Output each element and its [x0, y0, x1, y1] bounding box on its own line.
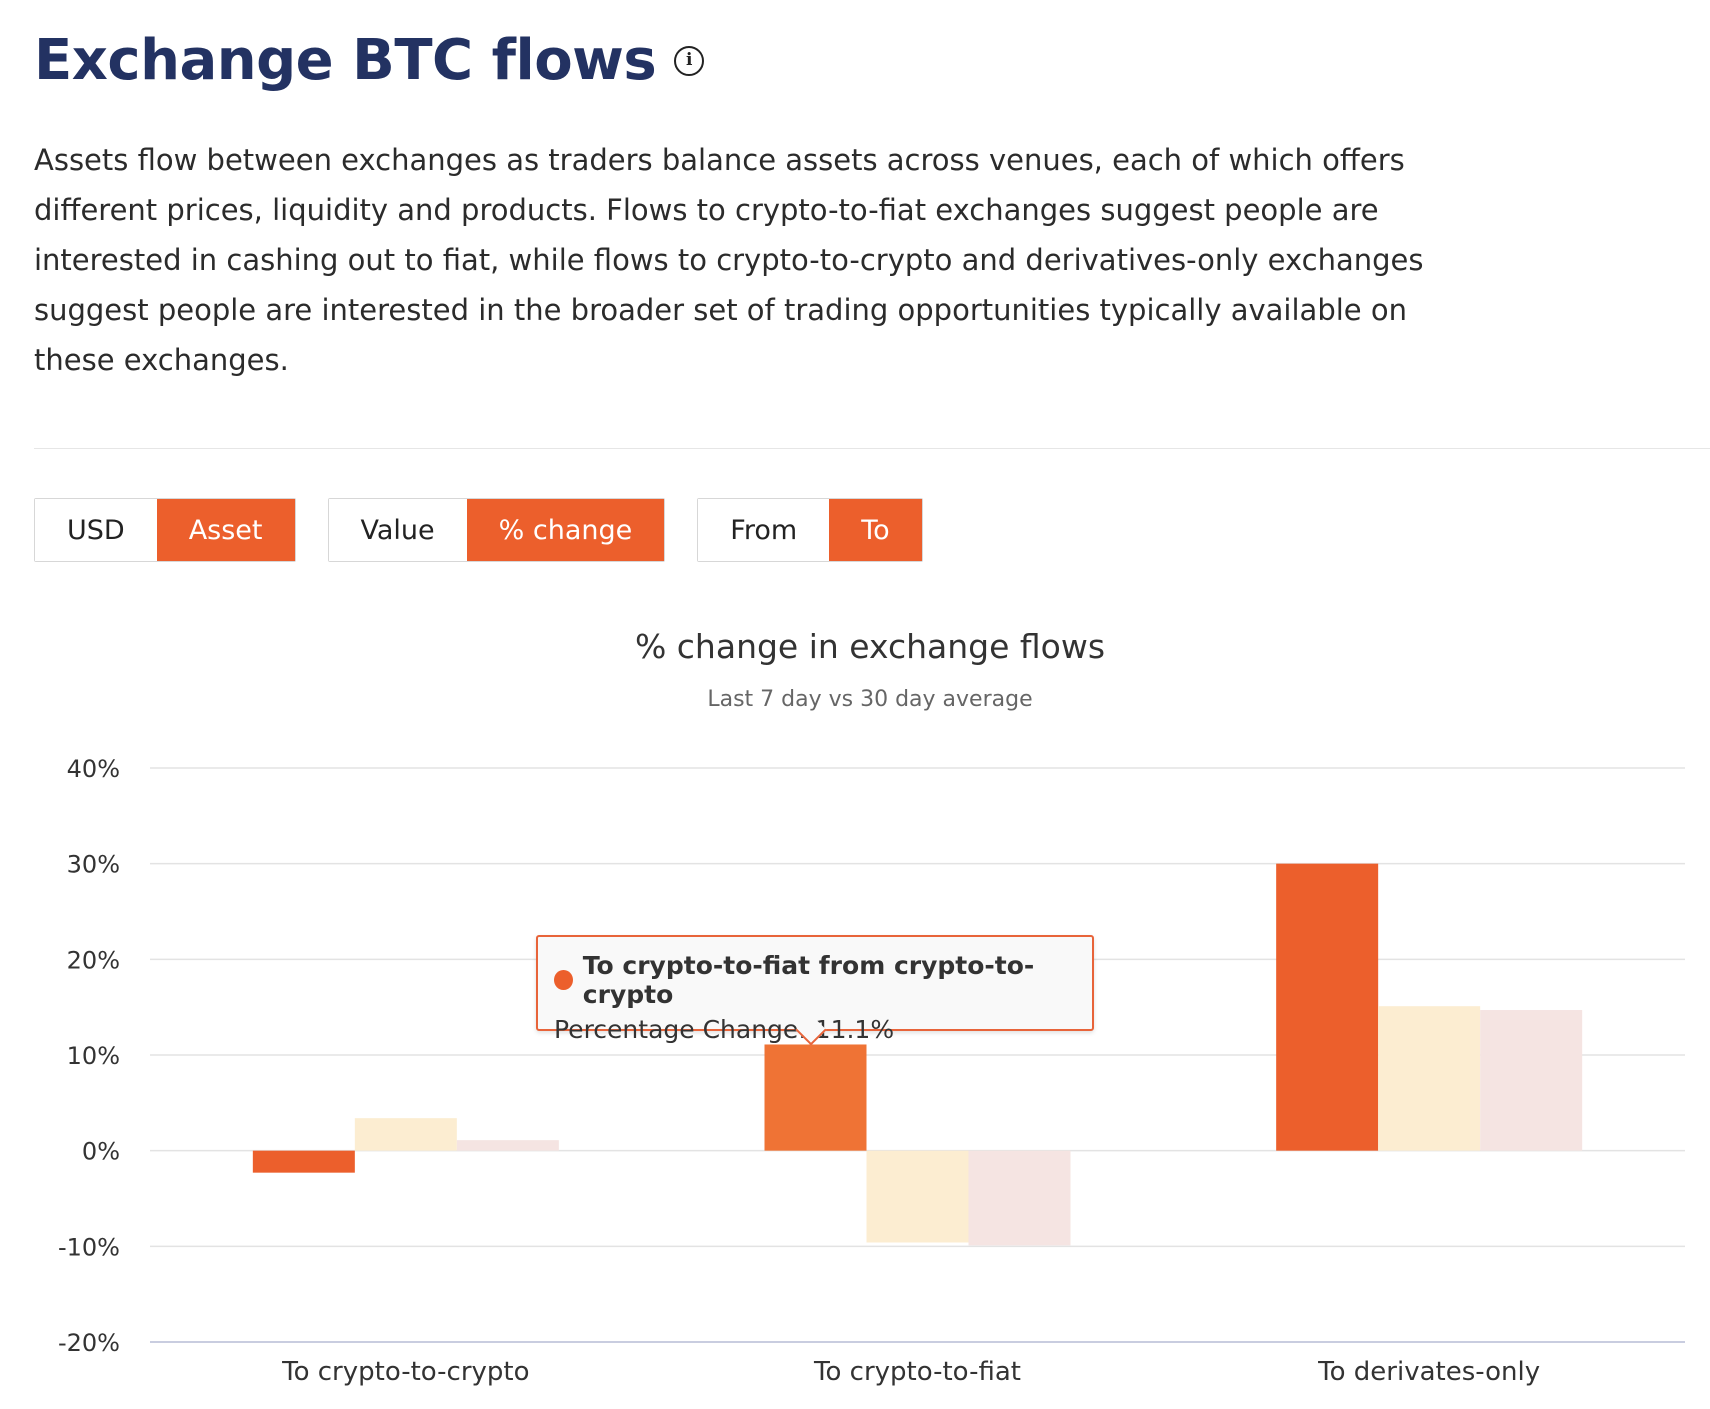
- bar-2-1[interactable]: [354, 1118, 457, 1151]
- x-tick-label: To derivates-only: [1317, 1357, 1540, 1387]
- y-tick-label: 10%: [67, 1042, 120, 1070]
- bar-1-2[interactable]: [764, 1044, 867, 1151]
- x-tick-label: To crypto-to-fiat: [813, 1357, 1021, 1387]
- tooltip-value: Percentage Change: 11.1%: [554, 1015, 895, 1044]
- bar-chart: % change in exchange flows Last 7 day vs…: [58, 627, 1685, 1387]
- x-tick-label: To crypto-to-crypto: [281, 1357, 529, 1387]
- chart-tooltip: To crypto-to-fiat from crypto-to-crypto …: [536, 935, 1094, 1046]
- divider: [34, 448, 1710, 449]
- y-tick-label: 0%: [82, 1138, 120, 1166]
- y-tick-label: 20%: [67, 946, 120, 974]
- y-tick-label: 40%: [67, 755, 120, 783]
- bar-3-3[interactable]: [1480, 1010, 1583, 1151]
- bar-1-3[interactable]: [1276, 863, 1379, 1151]
- asset-button[interactable]: Asset: [156, 499, 295, 561]
- unit-toggle: USD Asset: [34, 498, 296, 562]
- description: Assets flow between exchanges as traders…: [34, 143, 1424, 377]
- chart-title: % change in exchange flows: [635, 627, 1105, 666]
- usd-button[interactable]: USD: [35, 499, 157, 561]
- tooltip-series: To crypto-to-fiat from crypto-to-crypto: [582, 951, 1035, 1009]
- from-button[interactable]: From: [698, 499, 830, 561]
- header: Exchange BTC flows i Assets flow between…: [34, 28, 1434, 385]
- percent-change-button[interactable]: % change: [466, 499, 665, 561]
- tooltip-series-dot: [554, 970, 573, 990]
- to-button[interactable]: To: [829, 499, 922, 561]
- title-row: Exchange BTC flows i: [34, 28, 1434, 93]
- chart-subtitle: Last 7 day vs 30 day average: [707, 687, 1032, 712]
- y-tick-label: -10%: [58, 1233, 120, 1261]
- bar-2-2[interactable]: [866, 1150, 969, 1243]
- toggle-bar: USD Asset Value % change From To: [34, 498, 955, 562]
- bar-3-2[interactable]: [968, 1150, 1071, 1246]
- chart-container: % change in exchange flows Last 7 day vs…: [0, 610, 1710, 1405]
- y-tick-label: -20%: [58, 1329, 120, 1357]
- bar-1-1[interactable]: [252, 1150, 355, 1173]
- direction-toggle: From To: [697, 498, 923, 562]
- value-button[interactable]: Value: [328, 499, 467, 561]
- axis-layer: 40% 30% 20% 10% 0% -10% -20% To crypto-to-crypt…: [58, 755, 1540, 1387]
- metric-toggle: Value % change: [327, 498, 666, 562]
- page-title: Exchange BTC flows: [34, 28, 657, 93]
- bar-layer: [252, 863, 1583, 1246]
- y-tick-label: 30%: [67, 851, 120, 879]
- info-icon[interactable]: i: [674, 45, 705, 76]
- bar-3-1[interactable]: [456, 1140, 559, 1151]
- bar-2-3[interactable]: [1378, 1006, 1481, 1151]
- tooltip-series-row: To crypto-to-fiat from crypto-to-crypto: [554, 951, 1092, 1009]
